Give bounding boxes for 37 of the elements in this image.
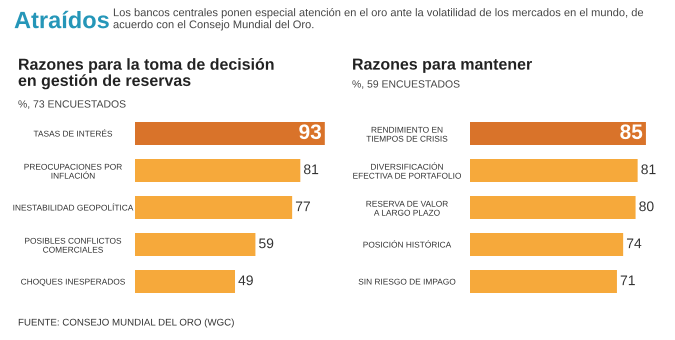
bar: [135, 270, 236, 293]
y-tick-label: PREOCUPACIONES POR INFLACIÓN: [24, 164, 122, 179]
bar: [470, 122, 646, 145]
source-note: FUENTE: CONSEJO MUNDIAL DEL ORO (WGC): [18, 318, 234, 328]
chart-subtitle: %, 73 ENCUESTADOS: [18, 100, 126, 109]
y-tick-label: SIN RIESGO DE IMPAGO: [358, 278, 456, 285]
y-tick-label: RENDIMIENTO EN TIEMPOS DE CRISIS: [366, 126, 448, 142]
y-tick-label: INESTABILIDAD GEOPOLÍTICA: [13, 203, 134, 211]
data-label: 81: [641, 164, 656, 174]
bar: [135, 233, 256, 256]
y-tick-label: POSIBLES CONFLICTOS COMERCIALES: [25, 238, 122, 253]
chart-title: Razones para mantener: [353, 58, 532, 73]
data-label: 59: [259, 238, 274, 248]
chart-title: Razones para la toma de decisión en gestión de reservas: [18, 58, 274, 90]
y-tick-label: POSICIÓN HISTÓRICA: [363, 240, 452, 248]
bar: [470, 159, 638, 182]
y-tick-label: DIVERSIFICACIÓN EFECTIVA DE PORTAFOLIO: [353, 162, 462, 179]
data-label: 85: [620, 124, 642, 140]
data-label: 71: [620, 276, 635, 286]
y-tick-label: TASAS DE INTERÉS: [34, 129, 112, 137]
data-label: 74: [626, 238, 642, 248]
y-tick-label: RESERVA DE VALOR A LARGO PLAZO: [366, 200, 448, 216]
data-label: 80: [639, 201, 654, 212]
text: Atraídos: [14, 10, 109, 28]
y-tick-label: CHOQUES INESPERADOS: [21, 278, 125, 286]
data-label: 93: [299, 124, 322, 140]
bar: [135, 122, 325, 145]
bar: [470, 270, 617, 293]
bar: [135, 196, 292, 219]
bar: [470, 233, 624, 256]
data-label: 81: [304, 164, 318, 174]
text: Los bancos centrales ponen especial atención en el oro ante la volatilidad de los mercados en el mundo, de acuerdo con el Consejo Mundial del Oro.: [113, 8, 644, 30]
chart-subtitle: %, 59 ENCUESTADOS: [352, 80, 460, 89]
bar: [470, 196, 636, 219]
data-label: 49: [238, 275, 253, 286]
bar: [135, 159, 300, 182]
data-label: 77: [296, 202, 310, 212]
